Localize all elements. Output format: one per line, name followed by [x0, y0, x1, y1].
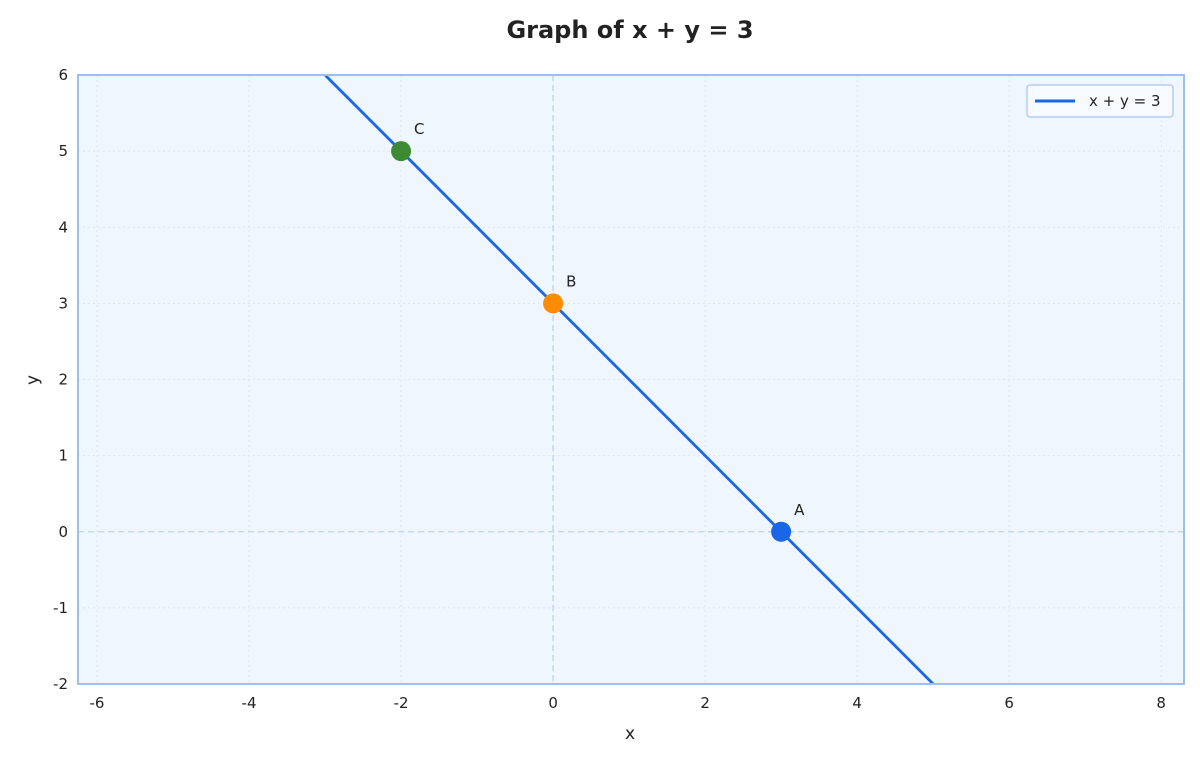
y-tick-label: -1	[53, 599, 68, 617]
x-tick-label: 8	[1156, 694, 1166, 712]
reference-lines	[78, 75, 1184, 684]
point-label-b: B	[566, 272, 576, 290]
chart-title: Graph of x + y = 3	[506, 16, 753, 44]
legend-label: x + y = 3	[1089, 92, 1161, 110]
series-line	[324, 74, 935, 685]
data-point-b	[543, 293, 564, 314]
plot-border	[77, 74, 1185, 685]
y-tick-label: -2	[53, 675, 68, 693]
points-layer: A B C	[391, 120, 805, 542]
point-label-c: C	[414, 120, 424, 138]
x-tick-label: 2	[700, 694, 710, 712]
x-tick-label: -6	[90, 694, 105, 712]
y-tick-label: 0	[58, 523, 68, 541]
y-tick-labels: -2 -1 0 1 2 3 4 5 6	[53, 66, 68, 693]
x-tick-label: 4	[852, 694, 862, 712]
y-tick-label: 5	[58, 142, 68, 160]
x-tick-labels: -6 -4 -2 0 2 4 6 8	[90, 694, 1166, 712]
x-tick-label: 6	[1004, 694, 1014, 712]
legend-box	[1026, 84, 1174, 118]
y-tick-label: 3	[58, 294, 68, 312]
point-label-a: A	[794, 501, 805, 519]
y-axis-label: y	[23, 375, 43, 385]
y-tick-label: 1	[58, 447, 68, 465]
x-tick-label: -2	[394, 694, 409, 712]
x-tick-label: -4	[242, 694, 257, 712]
series-layer	[324, 74, 935, 685]
y-tick-label: 6	[58, 66, 68, 84]
y-tick-label: 2	[58, 371, 68, 389]
x-axis-label: x	[625, 724, 635, 744]
y-tick-label: 4	[58, 218, 68, 236]
legend: x + y = 3	[1026, 84, 1174, 118]
x-tick-label: 0	[548, 694, 558, 712]
data-point-c	[391, 141, 412, 162]
data-point-a	[771, 521, 792, 542]
